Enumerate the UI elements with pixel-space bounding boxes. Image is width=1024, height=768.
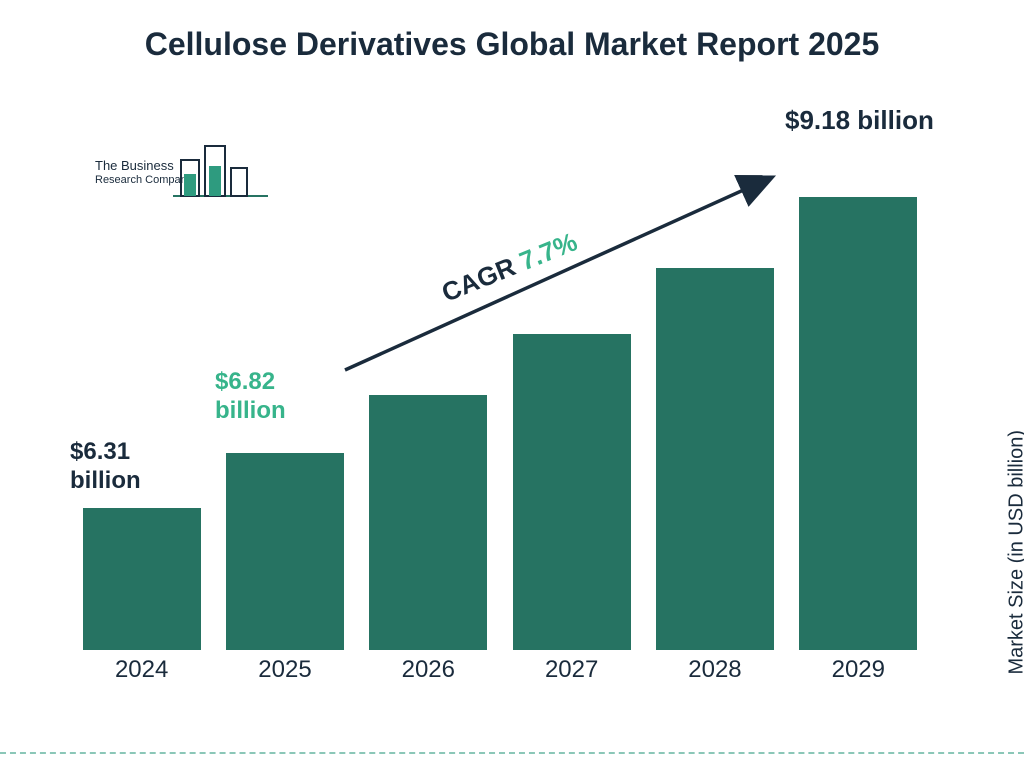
bar <box>799 197 917 650</box>
x-label: 2027 <box>512 650 632 684</box>
x-label: 2028 <box>655 650 775 684</box>
bars-container <box>70 130 930 650</box>
bar-col <box>512 334 632 650</box>
value-label-2025: $6.82 billion <box>215 368 335 426</box>
bar-col <box>82 508 202 650</box>
bar-col <box>225 453 345 650</box>
bar-col <box>368 395 488 650</box>
bar-col <box>798 197 918 650</box>
chart-area: 2024 2025 2026 2027 2028 2029 <box>70 130 930 690</box>
bar <box>656 268 774 650</box>
x-axis-labels: 2024 2025 2026 2027 2028 2029 <box>70 650 930 690</box>
bar <box>513 334 631 650</box>
x-label: 2029 <box>798 650 918 684</box>
y-axis-label: Market Size (in USD billion) <box>1006 430 1024 675</box>
bar-col <box>655 268 775 650</box>
value-label-2029: $9.18 billion <box>785 105 985 136</box>
bar <box>369 395 487 650</box>
bar <box>226 453 344 650</box>
x-label: 2025 <box>225 650 345 684</box>
chart-title: Cellulose Derivatives Global Market Repo… <box>0 0 1024 64</box>
bottom-dashed-line <box>0 752 1024 754</box>
x-label: 2024 <box>82 650 202 684</box>
value-label-2024: $6.31 billion <box>70 438 190 496</box>
bar <box>83 508 201 650</box>
x-label: 2026 <box>368 650 488 684</box>
